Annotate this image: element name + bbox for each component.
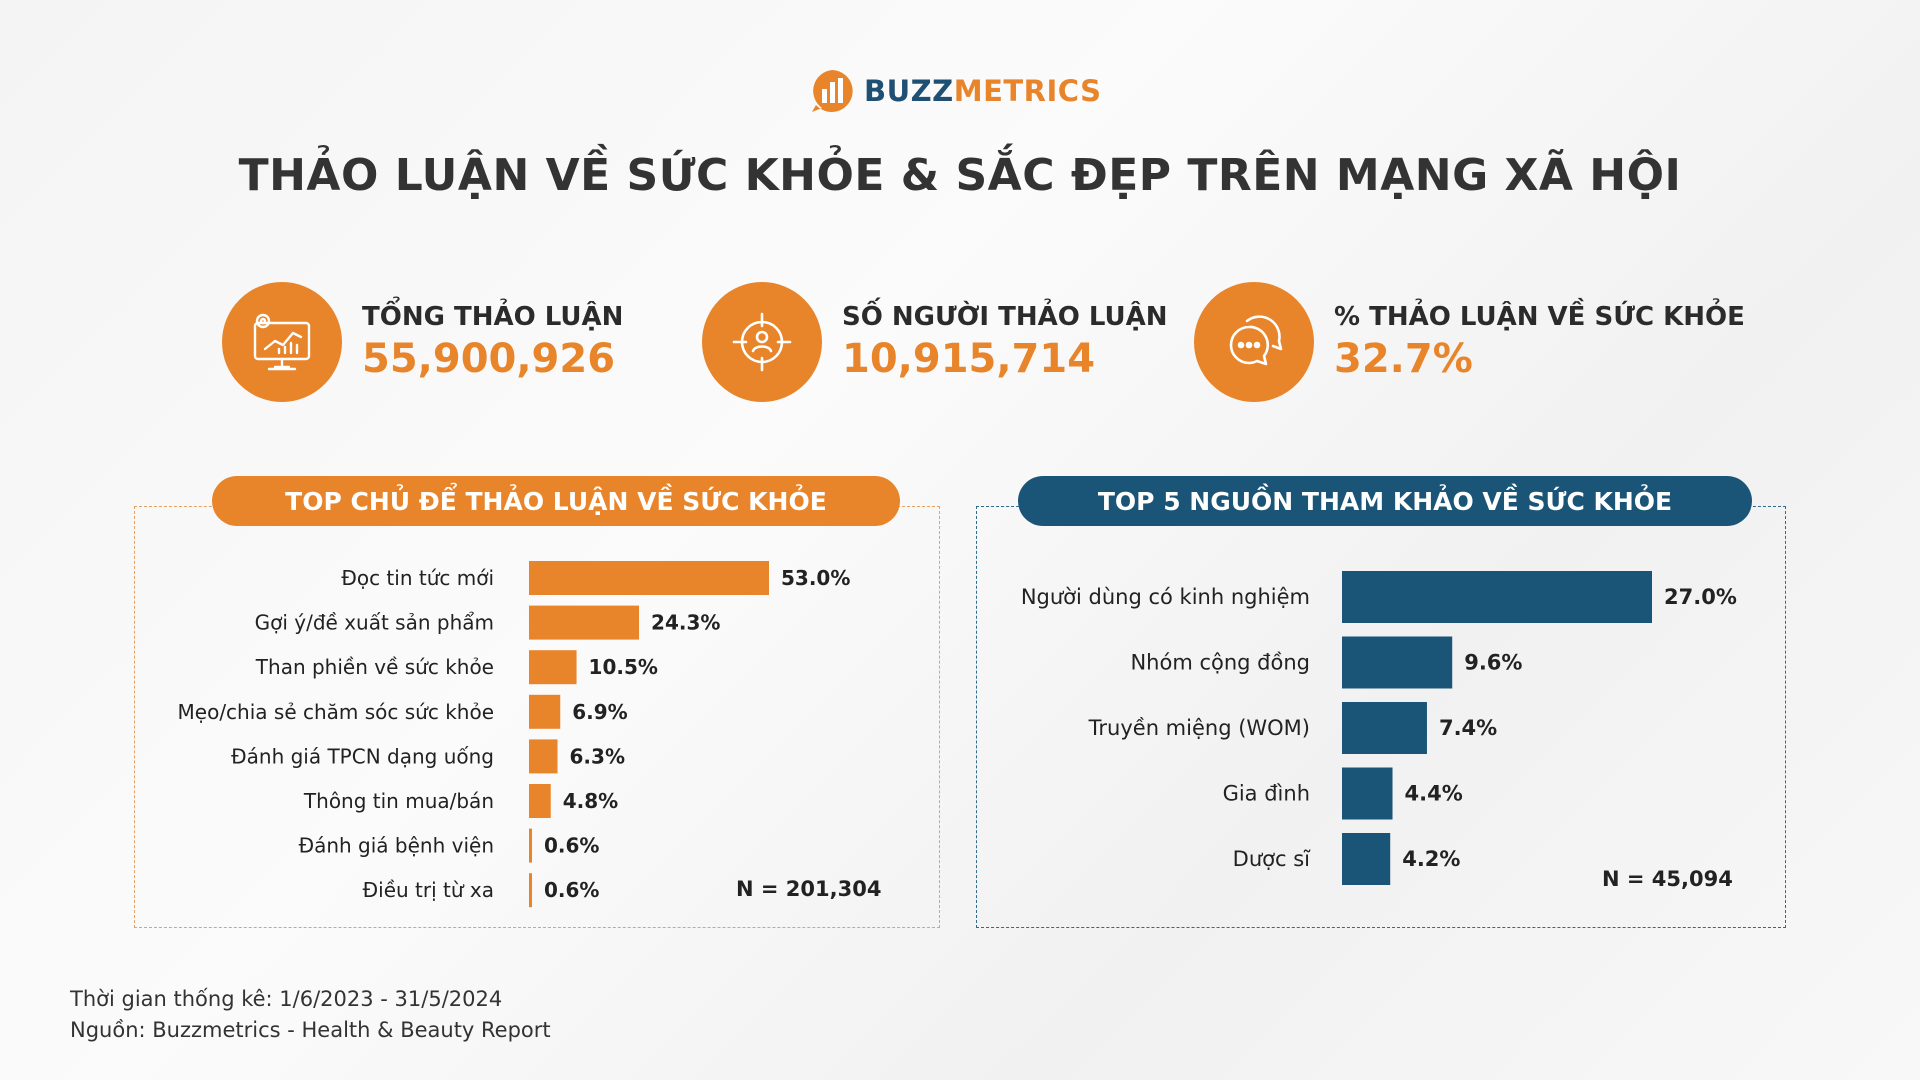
topic-bar <box>529 739 558 774</box>
stat-value: 55,900,926 <box>362 336 616 382</box>
stat-icon-circle <box>1194 282 1314 402</box>
source-value-label: 27.0% <box>1664 585 1737 609</box>
brand-logo: BUZZMETRICS <box>808 66 1102 116</box>
source-value-label: 4.2% <box>1402 847 1460 871</box>
topic-category-label: Mẹo/chia sẻ chăm sóc sức khỏe <box>178 700 494 724</box>
target-user-icon <box>732 312 792 372</box>
topic-value-label: 53.0% <box>781 566 850 590</box>
source-category-label: Người dùng có kinh nghiệm <box>1021 585 1310 609</box>
source-category-label: Truyền miệng (WOM) <box>1088 716 1310 740</box>
stat-label: % THẢO LUẬN VỀ SỨC KHỎE <box>1334 302 1745 332</box>
source-category-label: Nhóm cộng đồng <box>1130 651 1310 675</box>
source-bar <box>1342 767 1393 820</box>
source-bar <box>1342 571 1652 623</box>
topic-category-label: Thông tin mua/bán <box>303 789 494 813</box>
footer-source: Nguồn: Buzzmetrics - Health & Beauty Rep… <box>70 1018 551 1042</box>
topic-value-label: 6.3% <box>570 744 625 768</box>
topic-category-label: Đánh giá TPCN dạng uống <box>231 744 494 768</box>
topics-chart-title: TOP CHỦ ĐỂ THẢO LUẬN VỀ SỨC KHỎE <box>212 476 900 526</box>
topic-bar <box>529 561 769 595</box>
topic-category-label: Điều trị từ xa <box>363 878 494 902</box>
topic-value-label: 24.3% <box>651 611 720 635</box>
source-category-label: Gia đình <box>1223 782 1310 806</box>
brand-name: BUZZMETRICS <box>864 74 1102 108</box>
topics-sample-size: N = 201,304 <box>736 877 882 901</box>
topic-bar <box>529 873 532 908</box>
topic-category-label: Đọc tin tức mới <box>341 566 494 590</box>
footer: Thời gian thống kê: 1/6/2023 - 31/5/2024… <box>70 984 551 1046</box>
topic-bar <box>529 828 532 863</box>
stat-label: SỐ NGƯỜI THẢO LUẬN <box>842 302 1168 332</box>
source-bar <box>1342 833 1391 885</box>
topic-value-label: 6.9% <box>572 700 627 724</box>
stat-icon-circle <box>222 282 342 402</box>
topic-bar <box>529 694 561 729</box>
stat-health-share: % THẢO LUẬN VỀ SỨC KHỎE 32.7% <box>1194 282 1745 402</box>
topic-category-label: Than phiền về sức khỏe <box>255 655 494 679</box>
page-title: THẢO LUẬN VỀ SỨC KHỎE & SẮC ĐẸP TRÊN MẠN… <box>238 150 1682 201</box>
source-category-label: Dược sĩ <box>1233 847 1311 871</box>
topic-bar <box>529 650 577 685</box>
stat-value: 10,915,714 <box>842 336 1096 382</box>
source-bar <box>1342 702 1427 754</box>
topic-value-label: 4.8% <box>563 789 618 813</box>
topic-value-label: 0.6% <box>544 878 599 902</box>
sources-sample-size: N = 45,094 <box>1602 867 1733 891</box>
sources-chart-title: TOP 5 NGUỒN THAM KHẢO VỀ SỨC KHỎE <box>1018 476 1752 526</box>
footer-period: Thời gian thống kê: 1/6/2023 - 31/5/2024 <box>70 987 503 1011</box>
topic-value-label: 10.5% <box>589 655 658 679</box>
topic-category-label: Gợi ý/đề xuất sản phẩm <box>255 611 494 635</box>
source-value-label: 4.4% <box>1405 782 1463 806</box>
stat-value: 32.7% <box>1334 336 1473 382</box>
topic-category-label: Đánh giá bệnh viện <box>299 834 494 858</box>
chat-bubbles-icon <box>1229 315 1283 366</box>
source-bar <box>1342 636 1453 689</box>
monitor-analytics-icon <box>253 313 311 371</box>
stat-total-people: SỐ NGƯỜI THẢO LUẬN 10,915,714 <box>702 282 1168 402</box>
source-value-label: 7.4% <box>1439 716 1497 740</box>
stat-label: TỔNG THẢO LUẬN <box>362 302 624 332</box>
topic-bar <box>529 605 640 640</box>
topic-value-label: 0.6% <box>544 834 599 858</box>
source-value-label: 9.6% <box>1464 651 1522 675</box>
stat-total-discussions: TỔNG THẢO LUẬN 55,900,926 <box>222 282 623 402</box>
logo-bars-icon <box>812 70 853 112</box>
topic-bar <box>529 784 551 818</box>
stat-icon-circle <box>702 282 822 402</box>
